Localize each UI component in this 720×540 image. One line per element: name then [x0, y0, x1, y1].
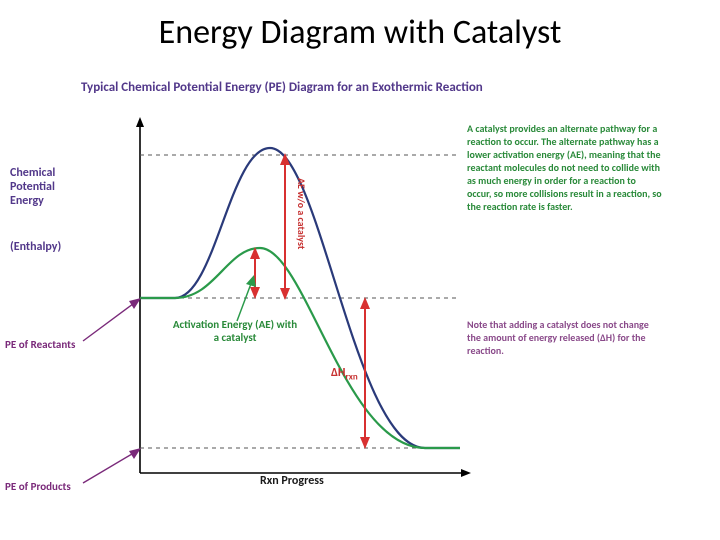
slide-title: Energy Diagram with Catalyst [0, 12, 720, 53]
delta-h-arrow [360, 297, 370, 449]
energy-diagram: Typical Chemical Potential Energy (PE) D… [55, 80, 675, 520]
ae-catalyst-label: Activation Energy (AE) with a catalyst [170, 318, 300, 344]
delta-h-label: ΔHrxn [331, 366, 358, 382]
enthalpy-note: Note that adding a catalyst does not cha… [467, 318, 657, 357]
pe-reactants-label: PE of Reactants [5, 338, 75, 351]
ae-without-arrow [280, 153, 290, 300]
curve-catalyzed [140, 248, 460, 448]
pe-products-label: PE of Products [5, 480, 71, 493]
pe-reactants-arrow [83, 298, 141, 341]
ae-without-label: AE w/o a catalyst [295, 178, 308, 250]
catalyst-note: A catalyst provides an alternate pathway… [467, 122, 662, 213]
pe-products-arrow [83, 448, 141, 483]
diagram-title: Typical Chemical Potential Energy (PE) D… [81, 80, 675, 95]
ae-with-arrow [250, 247, 260, 299]
y-axis-label: Chemical Potential Energy [10, 166, 85, 208]
y-axis-sublabel: (Enthalpy) [10, 240, 61, 254]
x-axis-label: Rxn Progress [260, 474, 324, 488]
